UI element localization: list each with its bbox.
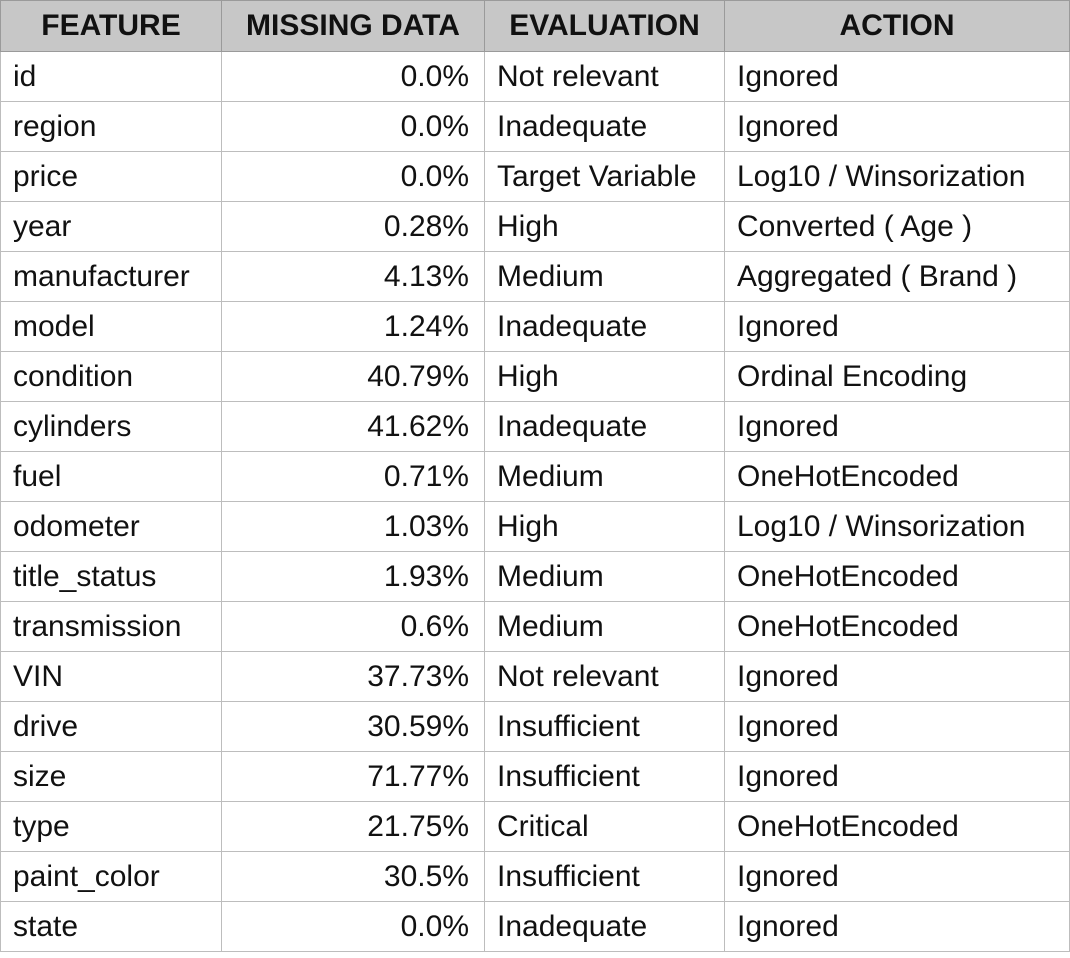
table-body: id 0.0% Not relevant Ignored region 0.0% Inade… — [0, 51, 1070, 952]
table-row: odometer 1.03% High Log10 / Winsorization — [0, 501, 1070, 552]
cell-feature: cylinders — [0, 401, 222, 452]
cell-missing-data: 0.0% — [221, 151, 485, 202]
cell-evaluation: High — [484, 201, 725, 252]
cell-missing-data: 0.28% — [221, 201, 485, 252]
header-evaluation: EVALUATION — [484, 0, 725, 52]
cell-evaluation: Target Variable — [484, 151, 725, 202]
cell-evaluation: Insufficient — [484, 701, 725, 752]
cell-action: Ignored — [724, 301, 1070, 352]
table-row: paint_color 30.5% Insufficient Ignored — [0, 851, 1070, 902]
cell-evaluation: Medium — [484, 251, 725, 302]
cell-feature: region — [0, 101, 222, 152]
table-row: condition 40.79% High Ordinal Encoding — [0, 351, 1070, 402]
table-row: size 71.77% Insufficient Ignored — [0, 751, 1070, 802]
cell-missing-data: 1.93% — [221, 551, 485, 602]
cell-feature: condition — [0, 351, 222, 402]
cell-missing-data: 0.71% — [221, 451, 485, 502]
cell-missing-data: 0.0% — [221, 901, 485, 952]
cell-feature: odometer — [0, 501, 222, 552]
cell-missing-data: 1.03% — [221, 501, 485, 552]
cell-missing-data: 4.13% — [221, 251, 485, 302]
cell-evaluation: Inadequate — [484, 101, 725, 152]
table-row: title_status 1.93% Medium OneHotEncoded — [0, 551, 1070, 602]
cell-evaluation: Medium — [484, 451, 725, 502]
header-row: FEATURE MISSING DATA EVALUATION ACTION — [0, 0, 1070, 52]
header-action: ACTION — [724, 0, 1070, 52]
cell-evaluation: Inadequate — [484, 301, 725, 352]
cell-missing-data: 30.59% — [221, 701, 485, 752]
cell-missing-data: 37.73% — [221, 651, 485, 702]
cell-missing-data: 41.62% — [221, 401, 485, 452]
table-row: fuel 0.71% Medium OneHotEncoded — [0, 451, 1070, 502]
cell-missing-data: 1.24% — [221, 301, 485, 352]
table-row: id 0.0% Not relevant Ignored — [0, 51, 1070, 102]
table-row: manufacturer 4.13% Medium Aggregated ( Bran… — [0, 251, 1070, 302]
cell-feature: price — [0, 151, 222, 202]
cell-action: Ignored — [724, 401, 1070, 452]
header-feature: FEATURE — [0, 0, 222, 52]
cell-feature: manufacturer — [0, 251, 222, 302]
cell-action: Aggregated ( Brand ) — [724, 251, 1070, 302]
cell-missing-data: 0.6% — [221, 601, 485, 652]
table-row: model 1.24% Inadequate Ignored — [0, 301, 1070, 352]
cell-evaluation: Critical — [484, 801, 725, 852]
cell-feature: id — [0, 51, 222, 102]
cell-action: Log10 / Winsorization — [724, 151, 1070, 202]
cell-action: OneHotEncoded — [724, 601, 1070, 652]
table-row: cylinders 41.62% Inadequate Ignored — [0, 401, 1070, 452]
cell-action: Converted ( Age ) — [724, 201, 1070, 252]
table-row: year 0.28% High Converted ( Age ) — [0, 201, 1070, 252]
cell-action: Ordinal Encoding — [724, 351, 1070, 402]
cell-action: Ignored — [724, 751, 1070, 802]
cell-evaluation: Inadequate — [484, 901, 725, 952]
cell-feature: title_status — [0, 551, 222, 602]
cell-missing-data: 0.0% — [221, 101, 485, 152]
table-row: transmission 0.6% Medium OneHotEncoded — [0, 601, 1070, 652]
cell-feature: paint_color — [0, 851, 222, 902]
cell-evaluation: Inadequate — [484, 401, 725, 452]
header-missing-data: MISSING DATA — [221, 0, 485, 52]
table-row: region 0.0% Inadequate Ignored — [0, 101, 1070, 152]
cell-action: Ignored — [724, 651, 1070, 702]
cell-evaluation: Medium — [484, 601, 725, 652]
cell-action: Ignored — [724, 851, 1070, 902]
cell-action: Ignored — [724, 701, 1070, 752]
table-row: price 0.0% Target Variable Log10 / Winsoriz… — [0, 151, 1070, 202]
cell-missing-data: 71.77% — [221, 751, 485, 802]
cell-evaluation: Medium — [484, 551, 725, 602]
cell-evaluation: High — [484, 501, 725, 552]
cell-missing-data: 30.5% — [221, 851, 485, 902]
cell-action: OneHotEncoded — [724, 451, 1070, 502]
cell-missing-data: 40.79% — [221, 351, 485, 402]
cell-action: Ignored — [724, 901, 1070, 952]
table-row: type 21.75% Critical OneHotEncoded — [0, 801, 1070, 852]
cell-feature: fuel — [0, 451, 222, 502]
table-header: FEATURE MISSING DATA EVALUATION ACTION — [0, 0, 1070, 52]
cell-action: OneHotEncoded — [724, 801, 1070, 852]
cell-feature: type — [0, 801, 222, 852]
cell-action: Ignored — [724, 101, 1070, 152]
cell-action: Log10 / Winsorization — [724, 501, 1070, 552]
table-row: state 0.0% Inadequate Ignored — [0, 901, 1070, 952]
cell-action: Ignored — [724, 51, 1070, 102]
cell-evaluation: Insufficient — [484, 851, 725, 902]
cell-action: OneHotEncoded — [724, 551, 1070, 602]
table-row: VIN 37.73% Not relevant Ignored — [0, 651, 1070, 702]
cell-feature: size — [0, 751, 222, 802]
cell-feature: state — [0, 901, 222, 952]
cell-evaluation: Not relevant — [484, 651, 725, 702]
cell-missing-data: 21.75% — [221, 801, 485, 852]
cell-evaluation: Not relevant — [484, 51, 725, 102]
cell-feature: year — [0, 201, 222, 252]
cell-feature: VIN — [0, 651, 222, 702]
cell-evaluation: High — [484, 351, 725, 402]
cell-missing-data: 0.0% — [221, 51, 485, 102]
table-row: drive 30.59% Insufficient Ignored — [0, 701, 1070, 752]
cell-evaluation: Insufficient — [484, 751, 725, 802]
cell-feature: transmission — [0, 601, 222, 652]
cell-feature: model — [0, 301, 222, 352]
cell-feature: drive — [0, 701, 222, 752]
